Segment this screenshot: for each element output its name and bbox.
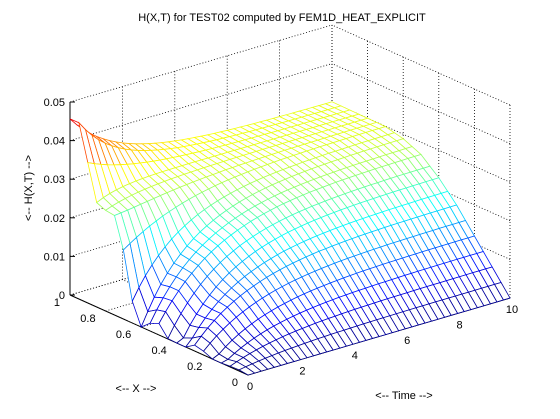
x-axis-label: <-- X --> [116,383,157,395]
x-tick-label: 0.6 [116,329,131,341]
surface-mesh [69,101,511,376]
grid-line [331,63,511,144]
grid-line [69,63,333,141]
x-tick-label: 0 [232,377,238,389]
x-tick-label: 0.2 [187,361,202,373]
surface-cell [238,366,256,376]
z-tick-label: 0.02 [44,213,65,225]
grid-line [331,24,511,106]
x-tick-label: 0.4 [152,345,167,357]
z-tick-label: 0.05 [44,97,65,109]
time-tick-label: 10 [506,304,518,316]
chart-title: H(X,T) for TEST02 computed by FEM1D_HEAT… [138,12,426,24]
time-tick-label: 6 [404,335,410,347]
time-tick-label: 4 [352,350,358,362]
time-tick-label: 0 [247,381,253,393]
time-axis-label: <-- Time --> [375,390,432,402]
x-tick-label: 0.8 [80,313,95,325]
z-tick-label: 0.01 [44,251,65,263]
time-tick-label: 8 [457,319,463,331]
grid-line [69,24,333,103]
time-tick-label: 2 [299,366,305,378]
grid-line [69,179,333,257]
z-tick-label: 0.04 [44,136,65,148]
grid-line [69,217,333,296]
axis-ticks: 00.010.020.030.040.0500.20.40.60.8102468… [44,97,519,393]
z-tick-label: 0 [59,290,65,302]
z-tick-label: 0.03 [44,174,65,186]
x-tick-label: 1 [54,297,60,309]
z-axis-label: <-- H(X,T) --> [23,155,35,221]
